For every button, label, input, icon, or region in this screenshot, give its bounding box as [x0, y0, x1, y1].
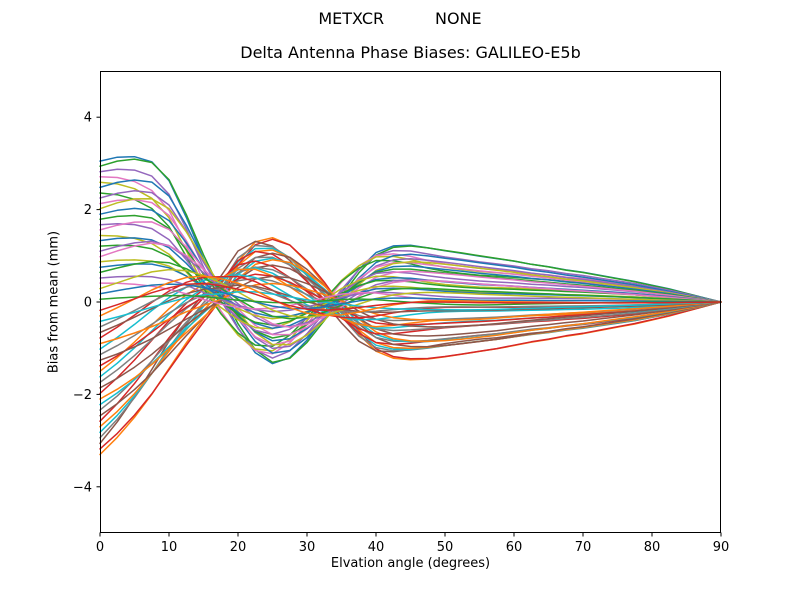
series-line: [99, 238, 722, 450]
series-line: [99, 242, 722, 328]
x-axis-label: Elvation angle (degrees): [330, 556, 491, 571]
x-tick-label: 20: [230, 540, 247, 555]
series-line: [99, 158, 722, 364]
series-line: [99, 273, 722, 350]
figure-suptitle: METXCR NONE: [318, 9, 482, 28]
y-tick-label: 2: [84, 203, 92, 218]
chart-title: Delta Antenna Phase Biases: GALILEO-E5b: [240, 43, 581, 62]
series-line: [99, 190, 722, 350]
y-axis-label: Bias from mean (mm): [46, 230, 62, 374]
series-line: [99, 275, 722, 361]
series-line: [99, 282, 722, 312]
series-line: [99, 259, 722, 400]
series-line: [99, 284, 722, 334]
series-line: [99, 168, 722, 359]
x-tick-label: 80: [644, 540, 661, 555]
x-tick-label: 10: [161, 540, 178, 555]
series-line: [99, 198, 722, 346]
y-tick-label: 4: [84, 111, 92, 126]
series-line: [99, 214, 722, 339]
x-tick-label: 50: [437, 540, 454, 555]
series-line: [99, 264, 722, 389]
y-tick-label: −2: [73, 388, 92, 403]
x-tick-label: 60: [506, 540, 523, 555]
plot-area: 0 10 20 30 40 50 60 70 80 90 −4 −2 0 2 4: [73, 71, 729, 555]
x-tick-label: 40: [368, 540, 385, 555]
series-line: [99, 291, 722, 323]
x-tick-label: 70: [575, 540, 592, 555]
x-tick-label: 0: [96, 540, 104, 555]
series-line: [99, 282, 722, 345]
series-line: [99, 283, 722, 310]
y-tick-label: −4: [73, 480, 92, 495]
y-tick-label: 0: [84, 296, 92, 311]
x-tick-label: 90: [713, 540, 730, 555]
x-tick-label: 30: [299, 540, 316, 555]
